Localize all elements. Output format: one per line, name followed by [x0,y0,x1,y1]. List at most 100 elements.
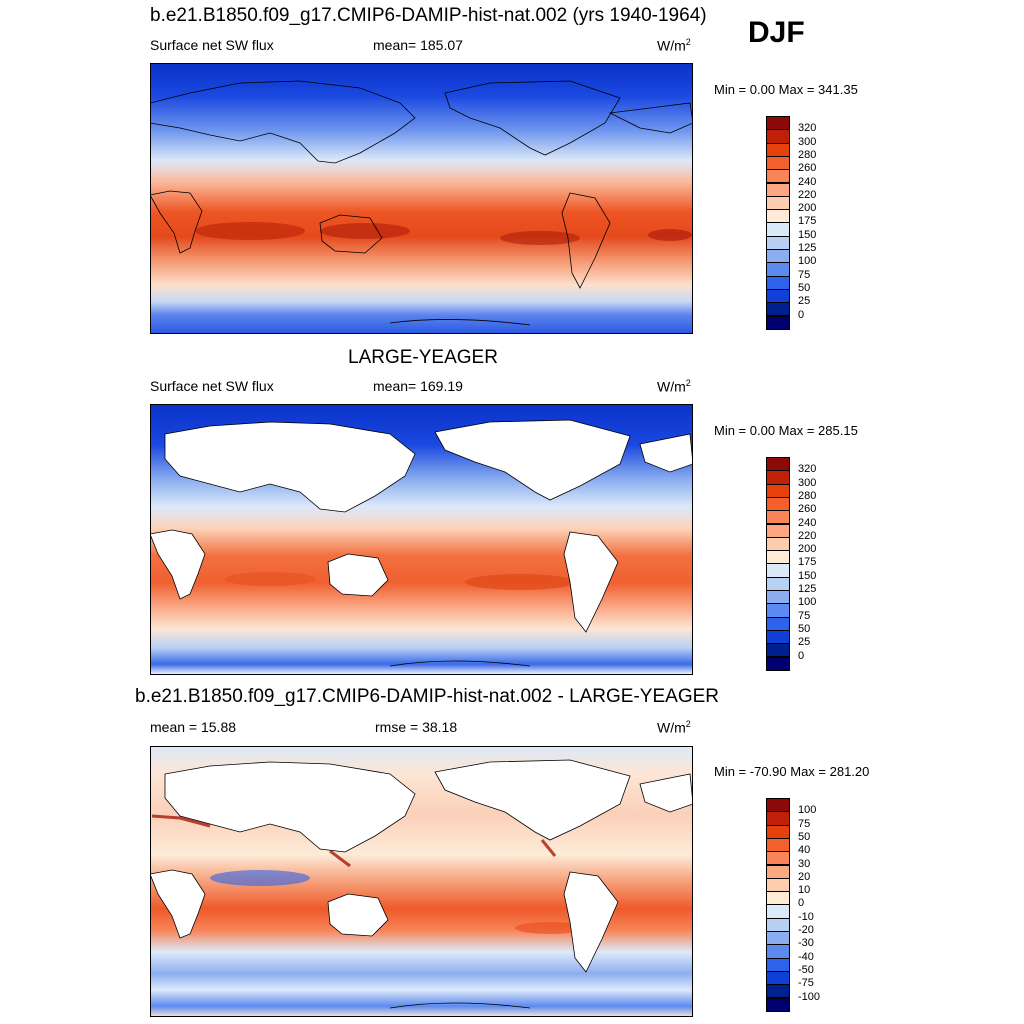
colorbar-swatch [766,931,790,946]
colorbar-label: 280 [798,148,817,161]
colorbar-label: 150 [798,228,817,241]
panel1-title: b.e21.B1850.f09_g17.CMIP6-DAMIP-hist-nat… [150,5,707,26]
colorbar-label: 40 [798,844,811,857]
colorbar-label: 200 [798,202,817,215]
colorbar-swatch [766,116,790,131]
colorbar-label: 100 [798,804,817,817]
colorbar-label: 50 [798,830,811,843]
colorbar-label: 125 [798,242,817,254]
panel1-mean-label: mean= 185.07 [373,37,463,53]
colorbar-label: -50 [798,963,814,976]
panel1-units: W/m2 [657,37,691,54]
colorbar-swatch [766,262,790,277]
season-label: DJF [748,16,805,49]
colorbar-swatch [766,997,790,1012]
colorbar-label: 175 [798,556,817,569]
colorbar-swatch [766,970,790,986]
colorbar-swatch [766,629,790,645]
colorbar-swatch [766,616,790,631]
colorbar-label: 0 [798,649,805,662]
colorbar-swatch [766,944,790,959]
colorbar-label: -20 [798,924,814,936]
colorbar-swatch [766,209,790,224]
colorbar-swatch [766,222,790,237]
panel2-minmax: Min = 0.00 Max = 285.15 [714,423,858,438]
colorbar-swatch [766,182,790,197]
colorbar-swatch [766,603,790,618]
colorbar-label: 125 [798,583,817,595]
panel2-title: LARGE-YEAGER [348,347,498,368]
colorbar-swatch [766,563,790,578]
colorbar-swatch [766,864,790,879]
colorbar-swatch [766,877,790,893]
colorbar-label: 20 [798,870,811,883]
colorbar-swatch [766,851,790,866]
colorbar-swatch [766,129,790,144]
colorbar-swatch [766,249,790,264]
colorbar-swatch [766,536,790,552]
colorbar-label: 100 [798,596,817,609]
colorbar-label: 220 [798,188,817,201]
colorbar-swatch [766,576,790,591]
panel2-land [150,419,693,633]
colorbar-label: 100 [798,255,817,268]
colorbar-label: 175 [798,215,817,228]
colorbar-label: 260 [798,503,817,516]
colorbar-swatch [766,302,790,317]
colorbar-label: 30 [798,857,811,870]
colorbar-label: 75 [798,817,811,830]
colorbar-label: 50 [798,281,811,294]
colorbar-swatch [766,904,790,919]
colorbar-label: -75 [798,977,814,990]
panel3-land [150,759,693,973]
colorbar-swatch [766,824,790,839]
colorbar-label: -40 [798,950,814,963]
panel3-rmse-label: rmse = 38.18 [375,719,458,735]
colorbar-swatch [766,917,790,932]
colorbar-swatch [766,288,790,304]
colorbar-swatch [766,457,790,472]
colorbar-swatch [766,837,790,853]
panel1-coastlines [150,80,693,326]
colorbar-swatch [766,169,790,184]
colorbar-label: 320 [798,463,817,476]
colorbar-label: -30 [798,937,814,950]
colorbar-swatch [766,195,790,211]
colorbar-swatch [766,523,790,538]
colorbar-swatch [766,142,790,157]
panel3-minmax: Min = -70.90 Max = 281.20 [714,764,870,779]
panel1-variable-label: Surface net SW flux [150,37,274,53]
colorbar-swatch [766,275,790,290]
panel2-variable-label: Surface net SW flux [150,378,274,394]
colorbar-label: -100 [798,990,821,1003]
colorbar-swatch [766,656,790,671]
colorbar-swatch [766,811,790,826]
colorbar-label: 150 [798,569,817,582]
colorbar-swatch [766,235,790,250]
colorbar-swatch [766,470,790,485]
colorbar-label: 220 [798,529,817,542]
panel3-mean-label: mean = 15.88 [150,719,237,735]
colorbar-label: 0 [798,897,805,910]
panel1-minmax: Min = 0.00 Max = 341.35 [714,82,858,97]
colorbar-label: 200 [798,543,817,556]
colorbar-label: 10 [798,884,811,897]
colorbar-label: -10 [798,910,814,923]
colorbar-swatch [766,155,790,171]
colorbar-label: 25 [798,295,811,308]
panel3-map [150,746,693,1017]
panel3-units: W/m2 [657,719,691,736]
colorbar-swatch [766,315,790,330]
colorbar-label: 75 [798,268,811,281]
colorbar-swatch [766,483,790,498]
colorbar-swatch [766,798,790,813]
colorbar-swatch [766,496,790,512]
colorbar-swatch [766,550,790,565]
colorbar-label: 320 [798,122,817,135]
colorbar-swatch [766,590,790,605]
colorbar-swatch [766,984,790,999]
colorbar-label: 0 [798,308,805,321]
panel3-title: b.e21.B1850.f09_g17.CMIP6-DAMIP-hist-nat… [135,686,719,707]
colorbar-label: 300 [798,135,817,148]
colorbar-swatch [766,957,790,972]
